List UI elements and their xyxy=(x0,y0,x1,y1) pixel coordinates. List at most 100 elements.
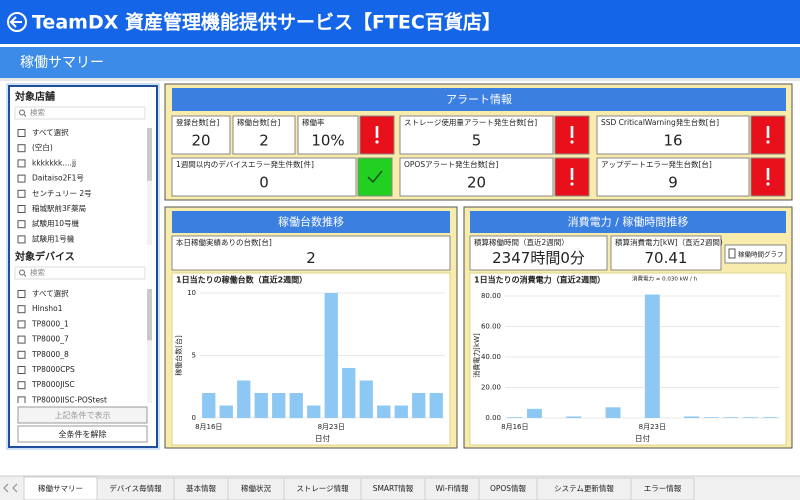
bar xyxy=(237,380,251,418)
kpi-card xyxy=(399,157,554,197)
bar xyxy=(254,393,268,418)
divider xyxy=(0,78,800,81)
scrollbar-thumb[interactable] xyxy=(147,128,152,181)
exclamation-icon xyxy=(570,182,574,186)
tab-label: 基本情報 xyxy=(186,483,216,493)
filter-label: 対象店舗 xyxy=(14,90,55,103)
tab[interactable] xyxy=(630,477,695,500)
bar xyxy=(644,294,660,418)
tab-label: システム更新情報 xyxy=(554,483,614,493)
checkbox[interactable] xyxy=(17,220,26,229)
kpi-label: OPOSアラート発生台数[台] xyxy=(404,159,499,169)
filter-item: TP8000JISC xyxy=(31,380,75,389)
filter-item: センチュリー 2号 xyxy=(32,189,92,198)
filter-item: 稲城駅前3F薬局 xyxy=(32,203,86,213)
chart-toggle-button[interactable] xyxy=(724,244,787,264)
checkbox[interactable] xyxy=(17,350,26,359)
check-icon xyxy=(367,170,383,184)
bar xyxy=(324,293,338,418)
bar xyxy=(342,368,356,418)
tab-label: デバイス毎情報 xyxy=(109,483,162,493)
checkbox[interactable] xyxy=(17,366,26,374)
bar xyxy=(762,417,778,418)
filter-item: TP8000_7 xyxy=(31,335,69,344)
tab-label: SMART情報 xyxy=(373,483,414,493)
bar xyxy=(412,393,426,418)
y-axis-label: 稼働台数[台] xyxy=(174,335,183,376)
kpi-value: 10% xyxy=(311,132,344,150)
bar xyxy=(307,405,321,418)
app-title: TeamDX 資産管理機能提供サービス【FTEC百貨店】 xyxy=(32,11,501,34)
kpi-card xyxy=(297,115,359,155)
y-tick-label: 5 xyxy=(192,352,196,360)
bar xyxy=(394,405,408,418)
kpi-value: 9 xyxy=(668,174,678,192)
filter-label: 対象デバイス xyxy=(14,250,75,263)
kpi-label: SSD CriticalWarning発生台数[台] xyxy=(601,117,719,127)
kpi-card xyxy=(610,235,722,271)
kpi-label: アップデートエラー発生台数[台] xyxy=(601,159,712,169)
exclamation-icon xyxy=(570,168,574,180)
exclamation-icon xyxy=(766,168,770,180)
bar xyxy=(527,408,542,418)
kpi-card xyxy=(469,235,608,271)
filter-button[interactable] xyxy=(17,406,148,424)
kpi-card xyxy=(232,115,296,155)
scrollbar-thumb[interactable] xyxy=(147,289,152,341)
search-icon xyxy=(23,274,27,277)
button-icon xyxy=(728,248,736,259)
y-tick-label: 0 xyxy=(192,414,196,422)
alert-title-bar xyxy=(172,88,786,111)
filter-panel-outline xyxy=(6,83,160,450)
checkbox[interactable] xyxy=(17,129,26,137)
filter-item: TP8000JISC-POStest xyxy=(31,395,107,404)
checkbox[interactable] xyxy=(17,144,26,153)
search-box[interactable] xyxy=(14,266,146,280)
tab-label: ストレージ情報 xyxy=(296,483,349,493)
search-box[interactable] xyxy=(14,106,146,120)
filter-item: TP8000CPS xyxy=(31,365,75,374)
filter-button[interactable] xyxy=(17,425,148,443)
chart-title: 1日当たりの消費電力（直近2週間） xyxy=(474,275,605,285)
panel-title-bar xyxy=(172,211,450,233)
checkbox[interactable] xyxy=(17,335,26,344)
x-axis-label: 日付 xyxy=(315,433,330,443)
checkbox[interactable] xyxy=(17,205,26,213)
back-button[interactable] xyxy=(7,12,27,32)
filter-item: TP8000_1 xyxy=(31,319,69,328)
tab-scroll[interactable] xyxy=(3,483,18,493)
chart-note: 消費電力 = 0.030 kW / h xyxy=(632,275,698,283)
kpi-label: 積算消費電力[kW]（直近2週間） xyxy=(615,237,727,247)
filter-item: すべて選択 xyxy=(32,127,69,137)
checkbox[interactable] xyxy=(17,396,26,404)
kpi-value: 20 xyxy=(191,132,210,150)
chart-toggle-label: 稼働時間グラフ xyxy=(738,250,784,259)
exclamation-icon xyxy=(375,126,379,138)
kpi-label: 稼働率 xyxy=(302,117,325,127)
tab-label: Wi-Fi情報 xyxy=(436,483,469,493)
kpi-label: 稼働台数[台] xyxy=(237,117,280,127)
checkbox[interactable] xyxy=(17,235,26,244)
filter-item: 試験用1号機 xyxy=(32,233,75,243)
filter-item: TP8000_8 xyxy=(31,350,69,359)
checkbox[interactable] xyxy=(17,320,26,329)
checkbox[interactable] xyxy=(17,290,26,298)
kpi-card xyxy=(596,115,750,155)
checkbox[interactable] xyxy=(17,159,26,168)
filter-item: すべて選択 xyxy=(32,288,69,298)
x-tick-label: 8月23日 xyxy=(639,423,666,431)
y-tick-label: 10 xyxy=(187,289,196,297)
exclamation-icon xyxy=(570,126,574,138)
checkbox[interactable] xyxy=(17,174,26,183)
filter-item: 試験用10号機 xyxy=(32,218,80,228)
bar xyxy=(507,417,523,418)
checkbox[interactable] xyxy=(17,189,26,198)
filter-list: すべて選択 Hinsho1 TP8000_1 TP8000_7 TP8000_8 TP80… xyxy=(17,288,107,404)
bar xyxy=(219,405,233,418)
filter-button-label: 全条件を解除 xyxy=(59,429,107,439)
filter-button-label: 上記条件で表示 xyxy=(55,410,111,420)
kpi-value: 2 xyxy=(259,132,269,150)
checkbox[interactable] xyxy=(17,381,26,390)
checkbox[interactable] xyxy=(17,305,26,314)
